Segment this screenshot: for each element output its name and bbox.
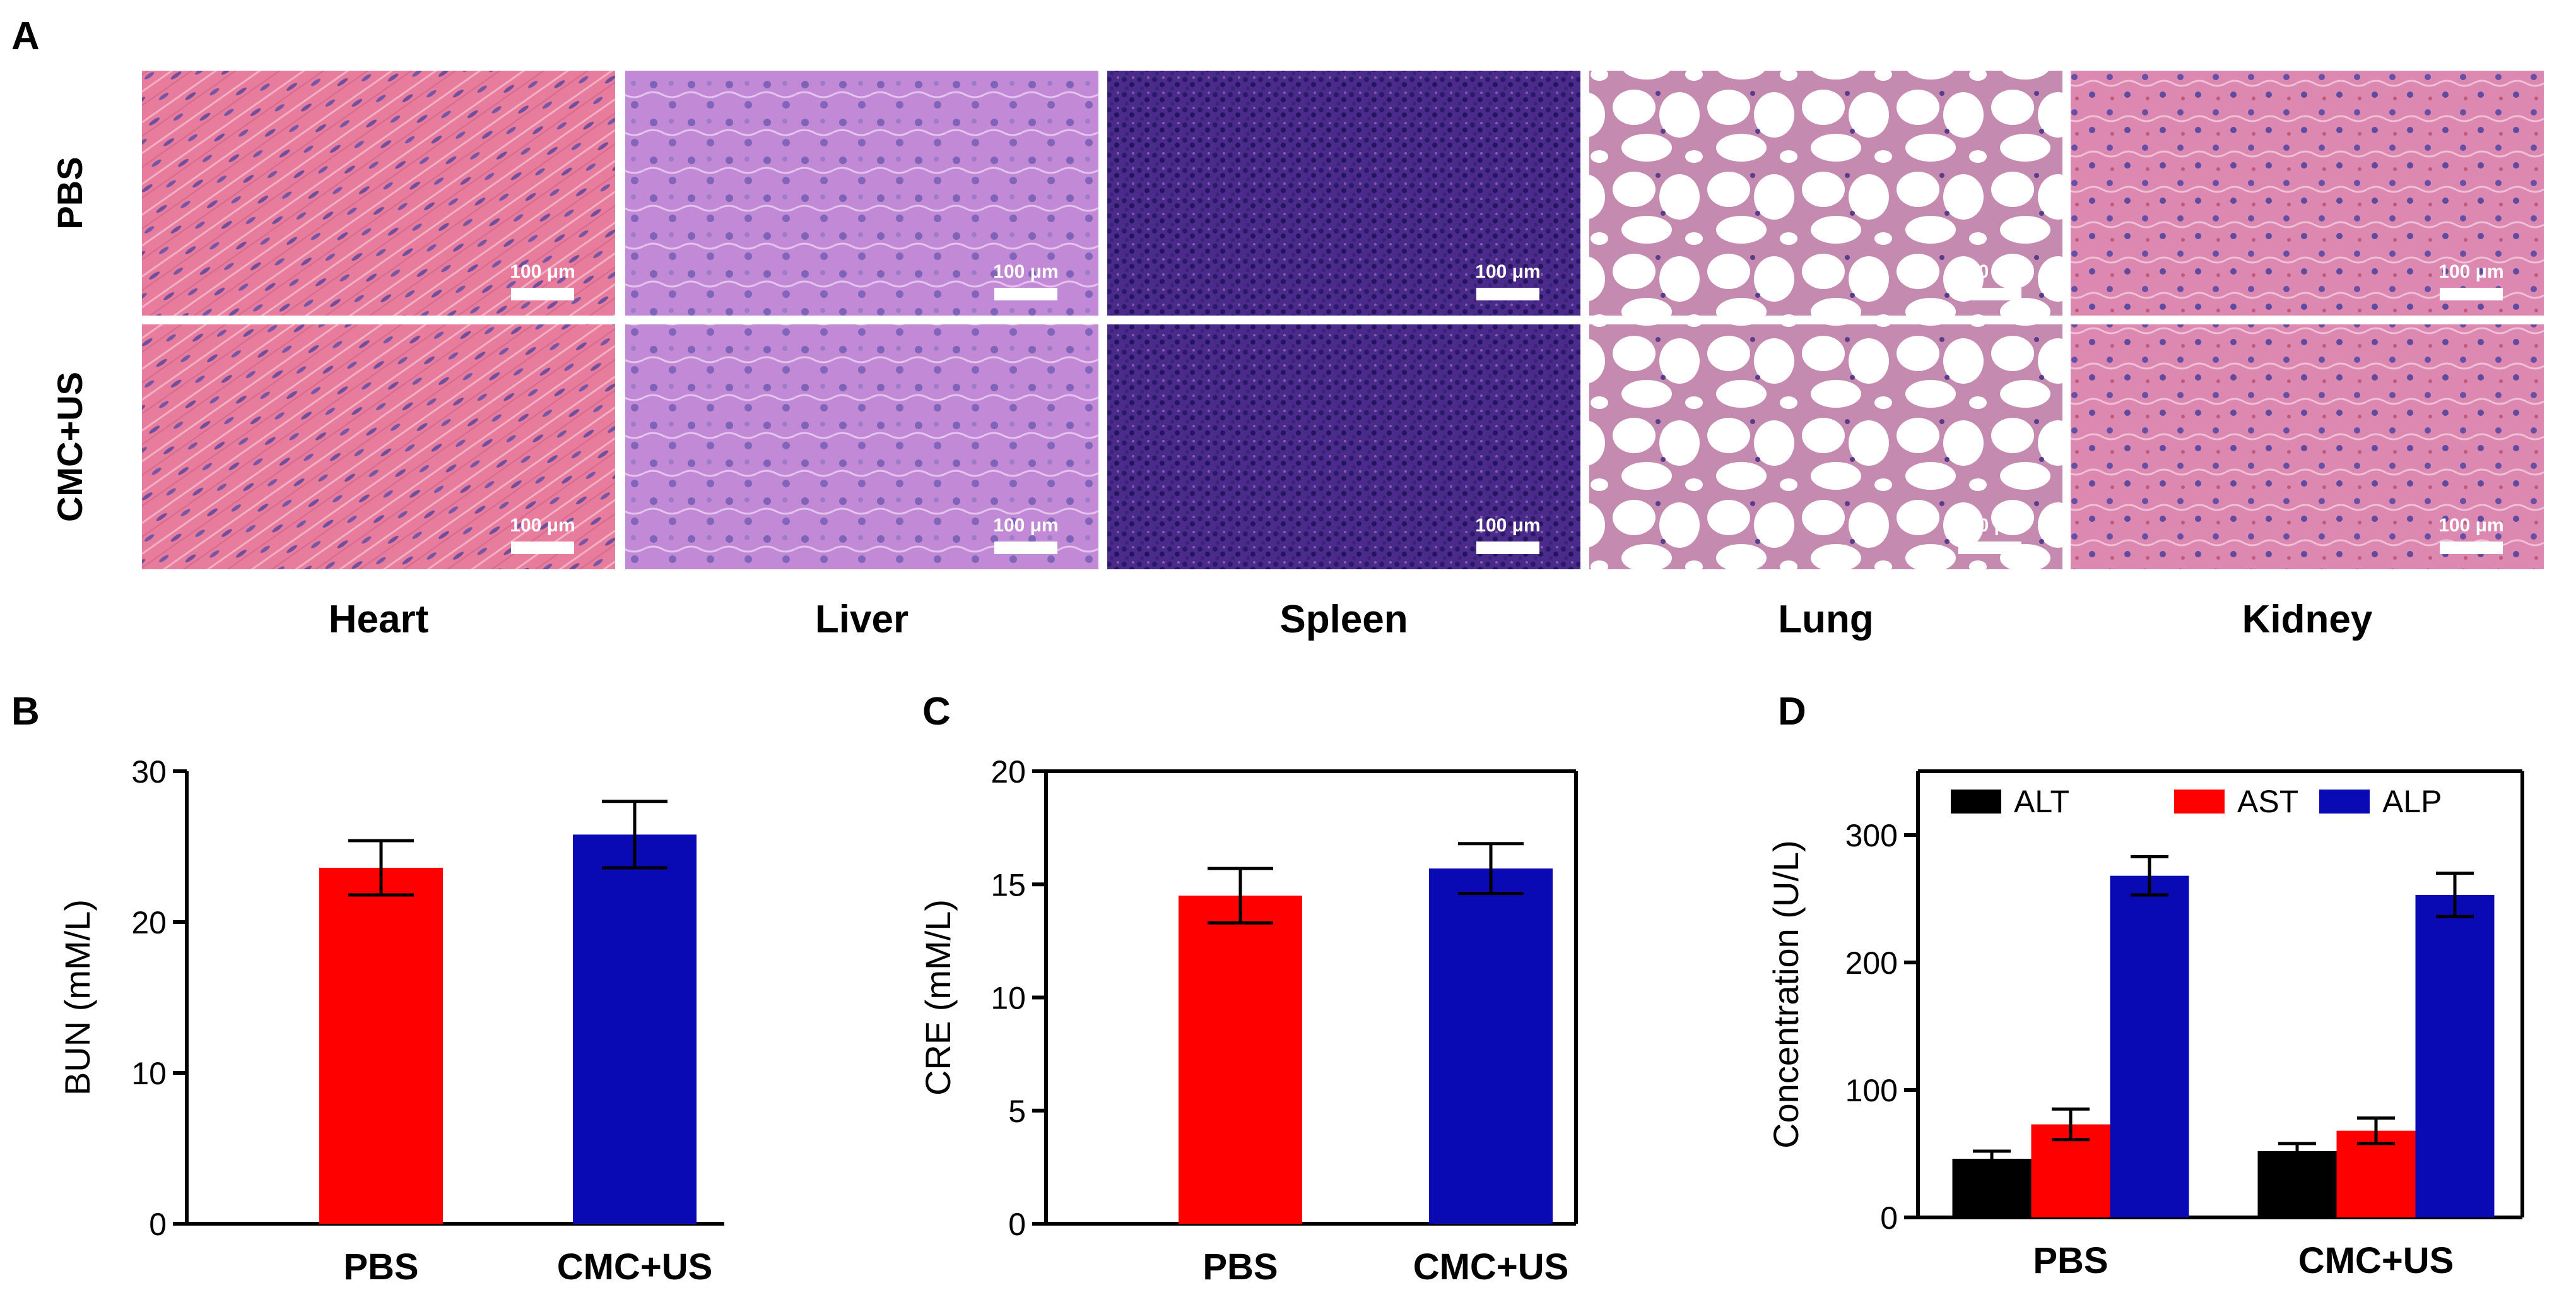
scale-bar-label: 100 μm — [993, 515, 1058, 536]
liver-pbs-micrograph — [625, 71, 1098, 316]
scale-bar-label: 100 μm — [2438, 515, 2503, 536]
heart-cmc-us-micrograph — [142, 324, 615, 569]
scale-bar — [1958, 288, 2021, 300]
x-tick-label: CMC+US — [557, 1246, 713, 1287]
organ-label-liver: Liver — [815, 598, 909, 641]
liver-cmc-us-micrograph — [625, 324, 1098, 569]
bar-pbs — [319, 867, 443, 1224]
x-tick-label: CMC+US — [2298, 1240, 2454, 1281]
scale-bar — [2440, 288, 2503, 300]
legend-swatch-alt — [1951, 790, 2001, 814]
scale-bar-label: 100 μm — [510, 261, 575, 282]
x-tick-label: CMC+US — [1413, 1246, 1569, 1287]
scale-bar — [994, 542, 1057, 554]
bar-alt-pbs — [1952, 1159, 2032, 1217]
scale-bar — [511, 542, 574, 554]
y-tick-label: 200 — [1845, 945, 1898, 981]
organ-label-kidney: Kidney — [2242, 598, 2373, 641]
y-tick-label: 10 — [131, 1056, 167, 1091]
scale-bar-label: 100 μm — [510, 515, 575, 536]
scale-bar — [2440, 542, 2503, 554]
y-tick-label: 15 — [991, 867, 1026, 903]
y-tick-label: 30 — [131, 754, 167, 790]
y-tick-label: 20 — [131, 905, 167, 940]
bar-alp-pbs — [2110, 875, 2189, 1217]
histology-panel: 100 μm 100 μm Heart 100 μm 100 μm Liver 100 μm… — [50, 71, 2544, 641]
scale-bar-label: 100 μm — [1475, 261, 1540, 282]
x-tick-label: PBS — [2033, 1240, 2108, 1281]
row-label-cmc-us: CMC+US — [50, 372, 90, 522]
legend-swatch-ast — [2174, 790, 2225, 814]
y-axis-label: CRE (mM/L) — [918, 899, 958, 1096]
scale-bar-label: 100 μm — [1957, 515, 2022, 536]
legend-label-alt: ALT — [2014, 784, 2069, 819]
spleen-cmc-us-micrograph — [1107, 324, 1580, 569]
y-tick-label: 0 — [1008, 1207, 1026, 1242]
lung-cmc-us-micrograph — [1589, 324, 2062, 569]
y-axis-label: Concentration (U/L) — [1766, 840, 1806, 1149]
bun-bar-chart: 0 10 20 30 BUN (mM/L) PBS CMC+US — [57, 754, 724, 1287]
bar-pbs — [1179, 896, 1302, 1224]
legend-label-ast: AST — [2237, 784, 2298, 819]
scale-bar — [994, 288, 1057, 300]
bar-alp-cmc-us — [2415, 894, 2495, 1217]
scale-bar — [1476, 542, 1539, 554]
y-tick-label: 0 — [1880, 1200, 1898, 1236]
x-tick-label: PBS — [1203, 1246, 1278, 1287]
y-tick-label: 5 — [1008, 1094, 1026, 1129]
scale-bar-label: 100 μm — [1475, 515, 1540, 536]
row-label-pbs: PBS — [50, 157, 90, 229]
y-tick-label: 300 — [1845, 818, 1898, 853]
bar-ast-cmc-us — [2336, 1130, 2416, 1217]
x-tick-label: PBS — [343, 1246, 418, 1287]
bar-cmc-us — [573, 834, 697, 1224]
scale-bar — [1958, 542, 2021, 554]
organ-label-spleen: Spleen — [1279, 598, 1408, 641]
bar-cmc-us — [1429, 868, 1553, 1224]
bar-alt-cmc-us — [2257, 1151, 2337, 1217]
legend-swatch-alp — [2319, 790, 2370, 814]
panel-letter-d: D — [1778, 690, 1806, 733]
liver-enzyme-bar-chart: 0 100 200 300 Concentration (U/L) PBS CMC+US AL… — [1766, 769, 2524, 1281]
organ-label-lung: Lung — [1778, 598, 1874, 641]
kidney-cmc-us-micrograph — [2071, 324, 2544, 569]
y-axis-label: BUN (mM/L) — [57, 899, 97, 1096]
y-tick-label: 100 — [1845, 1073, 1898, 1108]
panel-letter-b: B — [11, 690, 40, 733]
y-tick-label: 0 — [149, 1207, 167, 1242]
panel-letter-c: C — [922, 690, 951, 733]
y-tick-label: 20 — [991, 754, 1026, 790]
heart-pbs-micrograph — [142, 71, 615, 316]
lung-pbs-micrograph — [1589, 71, 2062, 316]
scale-bar-label: 100 μm — [2438, 261, 2503, 282]
kidney-pbs-micrograph — [2071, 71, 2544, 316]
cre-bar-chart: 0 5 10 15 20 CRE (mM/L) PBS CMC+US — [918, 754, 1578, 1287]
spleen-pbs-micrograph — [1107, 71, 1580, 316]
panel-letter-a: A — [11, 15, 40, 58]
scale-bar — [1476, 288, 1539, 300]
legend-label-alp: ALP — [2382, 784, 2442, 819]
scale-bar — [511, 288, 574, 300]
y-tick-label: 10 — [991, 981, 1026, 1016]
scale-bar-label: 100 μm — [1957, 261, 2022, 282]
scale-bar-label: 100 μm — [993, 261, 1058, 282]
organ-label-heart: Heart — [329, 598, 429, 641]
